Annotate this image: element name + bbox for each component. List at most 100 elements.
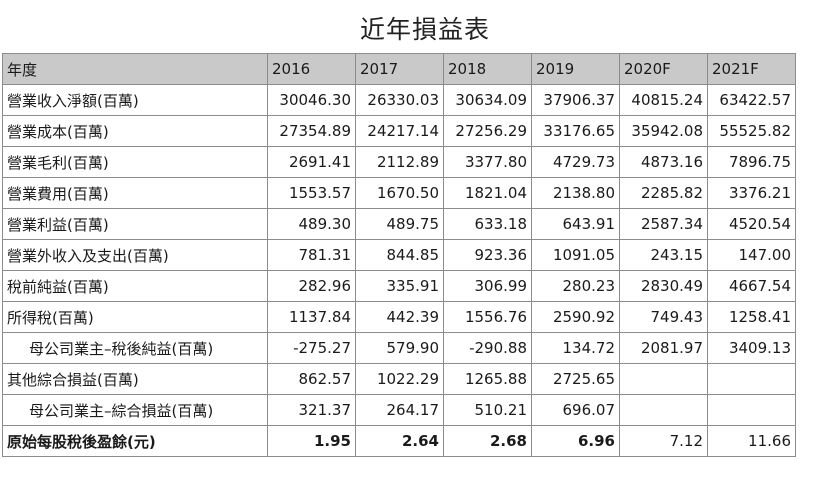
- table-cell: 335.91: [355, 270, 444, 302]
- table-cell: 2590.92: [531, 301, 620, 333]
- table-row: 營業外收入及支出(百萬) 781.31 844.85 923.36 1091.0…: [2, 239, 796, 271]
- table-cell: 7.12: [619, 425, 708, 457]
- table-cell: 1670.50: [355, 177, 444, 209]
- table-cell: 55525.82: [707, 115, 796, 147]
- table-cell: 6.96: [531, 425, 620, 457]
- table-cell: 264.17: [355, 394, 444, 426]
- table-row: 營業毛利(百萬) 2691.41 2112.89 3377.80 4729.73…: [2, 146, 796, 178]
- table-cell: 1821.04: [443, 177, 532, 209]
- table-row: 營業成本(百萬) 27354.89 24217.14 27256.29 3317…: [2, 115, 796, 147]
- table-cell: 2830.49: [619, 270, 708, 302]
- row-label: 營業收入淨額(百萬): [2, 84, 268, 116]
- table-cell: 1022.29: [355, 363, 444, 395]
- row-label: 營業成本(百萬): [2, 115, 268, 147]
- table-cell: 1.95: [267, 425, 356, 457]
- table-cell: 1553.57: [267, 177, 356, 209]
- table-cell: 2285.82: [619, 177, 708, 209]
- table-row: 所得稅(百萬) 1137.84 442.39 1556.76 2590.92 7…: [2, 301, 796, 333]
- header-row: 年度 2016 2017 2018 2019 2020F 2021F: [2, 53, 796, 85]
- table-cell: [619, 394, 708, 426]
- table-cell: 749.43: [619, 301, 708, 333]
- row-label: 所得稅(百萬): [2, 301, 268, 333]
- table-cell: 643.91: [531, 208, 620, 240]
- row-label: 母公司業主–稅後純益(百萬): [2, 332, 268, 364]
- row-label: 營業外收入及支出(百萬): [2, 239, 268, 271]
- table-cell: 489.75: [355, 208, 444, 240]
- page-title: 近年損益表: [359, 15, 490, 44]
- table-cell: 33176.65: [531, 115, 620, 147]
- table-cell: 30046.30: [267, 84, 356, 116]
- table-cell: 37906.37: [531, 84, 620, 116]
- table-cell: 696.07: [531, 394, 620, 426]
- table-cell: 2.68: [443, 425, 532, 457]
- table-row: 營業利益(百萬) 489.30 489.75 633.18 643.91 258…: [2, 208, 796, 240]
- table-cell: 2081.97: [619, 332, 708, 364]
- table-cell: 30634.09: [443, 84, 532, 116]
- table-row: 營業費用(百萬) 1553.57 1670.50 1821.04 2138.80…: [2, 177, 796, 209]
- table-cell: 2138.80: [531, 177, 620, 209]
- row-label: 原始每股稅後盈餘(元): [2, 425, 268, 457]
- column-header: 年度: [2, 53, 268, 85]
- table-cell: 2112.89: [355, 146, 444, 178]
- table-cell: 2.64: [355, 425, 444, 457]
- table-cell: 3377.80: [443, 146, 532, 178]
- table-row: 稅前純益(百萬) 282.96 335.91 306.99 280.23 283…: [2, 270, 796, 302]
- row-label: 母公司業主–綜合損益(百萬): [2, 394, 268, 426]
- table-cell: [619, 363, 708, 395]
- row-label: 營業毛利(百萬): [2, 146, 268, 178]
- table-cell: 35942.08: [619, 115, 708, 147]
- table-cell: 1556.76: [443, 301, 532, 333]
- table-cell: 862.57: [267, 363, 356, 395]
- table-cell: 510.21: [443, 394, 532, 426]
- table-cell: 579.90: [355, 332, 444, 364]
- table-cell: 2691.41: [267, 146, 356, 178]
- table-cell: 147.00: [707, 239, 796, 271]
- column-header: 2018: [443, 53, 532, 85]
- table-cell: 7896.75: [707, 146, 796, 178]
- table-cell: 1137.84: [267, 301, 356, 333]
- table-cell: 2725.65: [531, 363, 620, 395]
- table-cell: 11.66: [707, 425, 796, 457]
- column-header: 2020F: [619, 53, 708, 85]
- table-cell: 306.99: [443, 270, 532, 302]
- table-cell: 781.31: [267, 239, 356, 271]
- table-cell: 4729.73: [531, 146, 620, 178]
- table-cell: 3376.21: [707, 177, 796, 209]
- column-header: 2017: [355, 53, 444, 85]
- table-cell: 844.85: [355, 239, 444, 271]
- table-cell: -275.27: [267, 332, 356, 364]
- table-cell: 134.72: [531, 332, 620, 364]
- table-row: 原始每股稅後盈餘(元) 1.95 2.64 2.68 6.96 7.12 11.…: [2, 425, 796, 457]
- table-cell: 26330.03: [355, 84, 444, 116]
- table-cell: 2587.34: [619, 208, 708, 240]
- table-cell: 489.30: [267, 208, 356, 240]
- table-cell: 24217.14: [355, 115, 444, 147]
- table-cell: 442.39: [355, 301, 444, 333]
- table-row: 其他綜合損益(百萬) 862.57 1022.29 1265.88 2725.6…: [2, 363, 796, 395]
- table-cell: 321.37: [267, 394, 356, 426]
- table-cell: [707, 394, 796, 426]
- table-cell: 4667.54: [707, 270, 796, 302]
- table-cell: 1265.88: [443, 363, 532, 395]
- table-row: 營業收入淨額(百萬) 30046.30 26330.03 30634.09 37…: [2, 84, 796, 116]
- table-cell: 1091.05: [531, 239, 620, 271]
- row-label: 稅前純益(百萬): [2, 270, 268, 302]
- table-cell: 27256.29: [443, 115, 532, 147]
- table-cell: -290.88: [443, 332, 532, 364]
- table-cell: 633.18: [443, 208, 532, 240]
- row-label: 其他綜合損益(百萬): [2, 363, 268, 395]
- row-label: 營業費用(百萬): [2, 177, 268, 209]
- table-cell: 3409.13: [707, 332, 796, 364]
- table-cell: 280.23: [531, 270, 620, 302]
- table-cell: 40815.24: [619, 84, 708, 116]
- table-cell: 1258.41: [707, 301, 796, 333]
- table-cell: 63422.57: [707, 84, 796, 116]
- table-cell: 4873.16: [619, 146, 708, 178]
- table-cell: [707, 363, 796, 395]
- column-header: 2016: [267, 53, 356, 85]
- table-cell: 243.15: [619, 239, 708, 271]
- row-label: 營業利益(百萬): [2, 208, 268, 240]
- table-row: 母公司業主–稅後純益(百萬) -275.27 579.90 -290.88 13…: [2, 332, 796, 364]
- column-header: 2019: [531, 53, 620, 85]
- column-header: 2021F: [707, 53, 796, 85]
